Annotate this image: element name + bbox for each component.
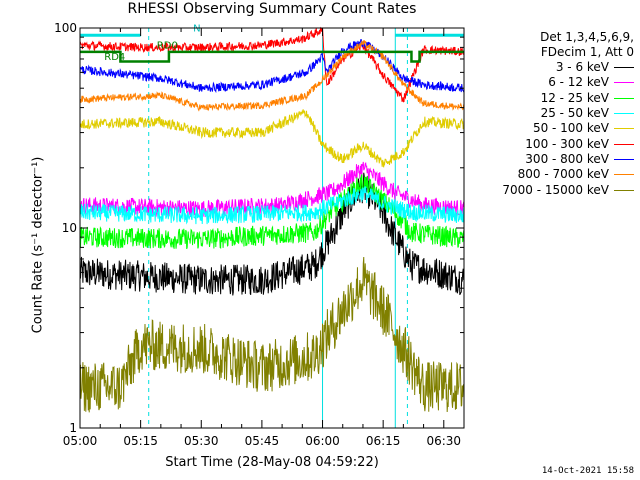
series-line: [79, 38, 465, 94]
x-tick-label: 05:45: [245, 434, 280, 448]
legend-swatch: [614, 128, 634, 130]
chart-title: RHESSI Observing Summary Count Rates: [127, 1, 417, 17]
x-tick-label: 05:00: [63, 434, 98, 448]
series-line: [79, 26, 464, 103]
series-line: [79, 174, 465, 250]
legend-swatch: [614, 189, 634, 191]
legend-entry-label: 12 - 25 keV: [540, 90, 609, 105]
x-tick-label: 06:15: [366, 434, 401, 448]
y-tick-label: 10: [62, 221, 77, 235]
legend-swatch: [614, 174, 634, 176]
legend-swatch: [614, 82, 634, 84]
legend-entry: 25 - 50 keV: [472, 106, 634, 121]
legend-entry: 300 - 800 keV: [472, 152, 634, 167]
legend-entry-label: 100 - 300 keV: [525, 136, 609, 151]
legend-swatch: [614, 113, 634, 115]
legend-entry-label: 7000 - 15000 keV: [502, 182, 609, 197]
legend: Det 1,3,4,5,6,9, FDecim 1, Att 0 3 - 6 k…: [472, 30, 634, 198]
annotation-label: N: [193, 24, 200, 35]
series-line: [79, 109, 465, 168]
annotation-label: RD4: [104, 52, 125, 63]
series-line: [79, 186, 465, 225]
x-tick-label: 06:00: [305, 434, 340, 448]
annotation-label: RD0: [157, 40, 178, 51]
series-line: [79, 172, 465, 296]
legend-entry-label: 6 - 12 keV: [548, 75, 609, 90]
legend-header-1: Det 1,3,4,5,6,9,: [540, 30, 634, 44]
legend-entry: 12 - 25 keV: [472, 91, 634, 106]
x-tick-label: 06:30: [426, 434, 461, 448]
legend-entry-label: 800 - 7000 keV: [517, 167, 609, 182]
x-tick-label: 05:15: [123, 434, 158, 448]
y-tick-label: 100: [54, 21, 77, 35]
series-layer: [79, 26, 465, 413]
legend-swatch: [614, 97, 634, 99]
legend-entries: 3 - 6 keV 6 - 12 keV 12 - 25 keV 25 - 50 ke…: [472, 60, 634, 198]
series-line: [79, 39, 465, 112]
legend-entry: 6 - 12 keV: [472, 75, 634, 90]
legend-swatch: [614, 143, 634, 145]
legend-entry: 100 - 300 keV: [472, 136, 634, 151]
mode-level-line: [80, 50, 464, 63]
legend-swatch: [614, 67, 634, 69]
legend-header-2: FDecim 1, Att 0: [540, 45, 634, 59]
legend-entry: 3 - 6 keV: [472, 60, 634, 75]
annotations: N RD0 RD4: [80, 24, 464, 63]
legend-entry-label: 50 - 100 keV: [532, 121, 609, 136]
y-axis-label: Count Rate (s⁻¹ detector⁻¹): [30, 156, 46, 334]
legend-swatch: [614, 158, 634, 160]
x-axis-label: Start Time (28-May-08 04:59:22): [165, 455, 379, 470]
timestamp: 14-Oct-2021 15:58: [541, 466, 634, 476]
legend-entry: 800 - 7000 keV: [472, 167, 634, 182]
legend-entry-label: 25 - 50 keV: [540, 106, 609, 121]
y-tick-label: 1: [69, 421, 77, 435]
legend-entry: 7000 - 15000 keV: [472, 182, 634, 197]
legend-entry-label: 3 - 6 keV: [555, 60, 609, 75]
series-line: [79, 161, 465, 218]
axes: 1 10 100 05:00 05:15 05:30 05:45 06:00 06:15 06:3…: [54, 21, 465, 448]
x-tick-label: 05:30: [184, 434, 219, 448]
legend-entry: 50 - 100 keV: [472, 121, 634, 136]
series-line: [79, 256, 465, 413]
legend-entry-label: 300 - 800 keV: [525, 151, 609, 166]
